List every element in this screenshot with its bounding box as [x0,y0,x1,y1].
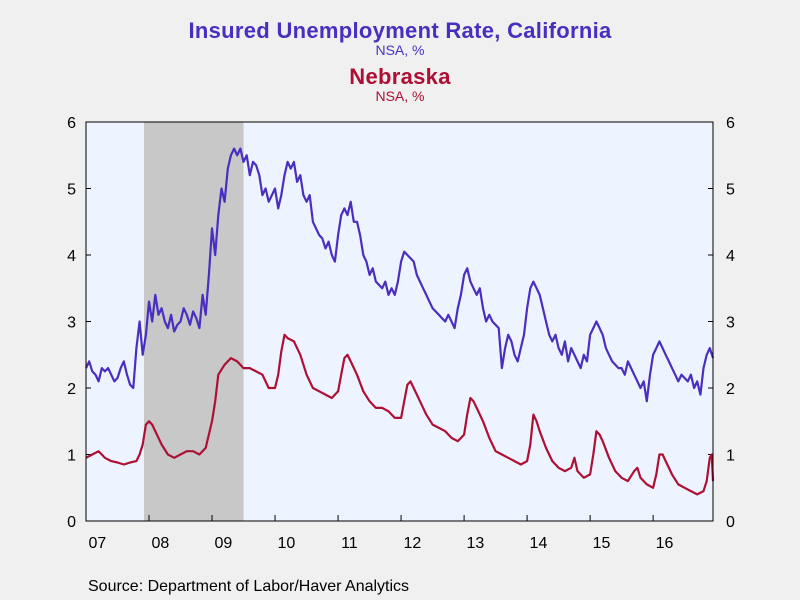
chart-subtitle-california: NSA, % [375,42,425,58]
y-tick-label-right-6: 6 [726,115,735,132]
y-tick-label-left-3: 3 [67,315,76,332]
y-tick-label-left-2: 2 [67,381,76,398]
x-tick-label-08: 08 [151,535,169,552]
x-tick-label-15: 15 [593,535,611,552]
chart-subtitle-nebraska: NSA, % [375,88,425,104]
x-tick-label-13: 13 [467,535,485,552]
plot-frame [85,121,714,522]
chart-title-nebraska: Nebraska [349,64,451,89]
series-line-nebraska [85,333,715,496]
y-tick-label-left-0: 0 [67,514,76,531]
x-tick-label-07: 07 [88,535,106,552]
y-tick-label-left-6: 6 [67,115,76,132]
y-tick-label-left-5: 5 [67,182,76,199]
y-tick-label-left-4: 4 [67,248,76,265]
recession-shading [143,122,244,521]
y-tick-label-right-0: 0 [726,514,735,531]
source-note: Source: Department of Labor/Haver Analyt… [88,578,410,595]
y-tick-label-left-1: 1 [67,448,76,465]
y-tick-label-right-5: 5 [726,182,735,199]
x-tick-label-11: 11 [341,535,358,552]
x-tick-label-10: 10 [277,535,295,552]
x-tick-label-16: 16 [656,535,674,552]
series-line-california [85,147,715,403]
y-tick-label-right-4: 4 [726,248,735,265]
chart-title-california: Insured Unemployment Rate, California [188,18,612,43]
y-tick-label-right-3: 3 [726,315,735,332]
x-tick-label-14: 14 [530,535,548,552]
y-tick-label-right-1: 1 [726,448,735,465]
x-tick-label-09: 09 [214,535,232,552]
y-tick-label-right-2: 2 [726,381,735,398]
x-tick-label-12: 12 [404,535,422,552]
